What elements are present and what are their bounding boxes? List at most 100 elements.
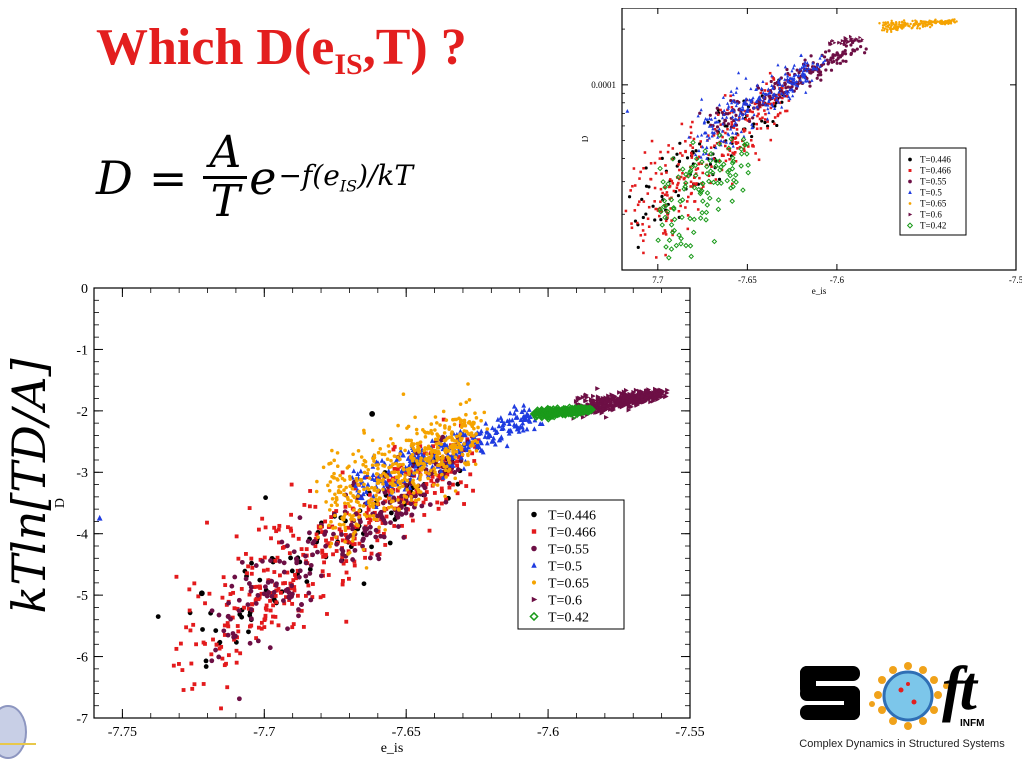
data-point xyxy=(281,560,287,566)
data-point xyxy=(435,454,439,458)
data-point xyxy=(682,177,686,181)
data-point xyxy=(315,479,319,484)
data-point xyxy=(759,97,763,102)
data-point xyxy=(735,142,738,145)
data-point xyxy=(686,214,690,217)
legend-marker xyxy=(531,596,538,603)
data-point xyxy=(691,184,698,191)
data-point xyxy=(444,497,449,502)
data-point xyxy=(450,463,456,468)
data-point xyxy=(727,172,734,179)
data-point xyxy=(734,113,738,117)
data-point xyxy=(434,442,439,446)
data-point xyxy=(713,115,717,120)
data-point xyxy=(269,578,275,584)
data-point xyxy=(689,131,693,135)
data-point xyxy=(296,536,301,541)
legend-marker xyxy=(531,545,537,552)
data-point xyxy=(700,145,703,149)
data-point xyxy=(859,45,863,49)
logo-ft-text: ft xyxy=(942,655,977,723)
data-point xyxy=(341,579,345,583)
data-point xyxy=(697,190,704,197)
data-point xyxy=(378,447,383,451)
data-point xyxy=(720,129,725,133)
data-point xyxy=(608,400,614,405)
data-point xyxy=(316,535,320,539)
data-point xyxy=(427,528,432,533)
data-point xyxy=(357,515,361,519)
data-point xyxy=(422,492,428,498)
data-point xyxy=(900,21,904,24)
data-point xyxy=(782,93,786,98)
data-point xyxy=(926,23,930,26)
data-point xyxy=(479,418,483,423)
data-point xyxy=(684,182,687,186)
data-point xyxy=(742,134,746,138)
data-point xyxy=(388,479,393,484)
data-point xyxy=(724,140,728,144)
data-point xyxy=(766,102,770,106)
data-point xyxy=(324,500,328,504)
data-point xyxy=(400,452,406,458)
data-point xyxy=(740,136,747,143)
data-point xyxy=(413,498,418,503)
data-point xyxy=(408,469,413,474)
data-point xyxy=(426,456,431,460)
data-point xyxy=(716,132,720,135)
data-point xyxy=(339,532,344,537)
data-point xyxy=(756,114,759,118)
data-point xyxy=(336,478,340,482)
data-point xyxy=(688,164,695,171)
data-point xyxy=(291,622,296,626)
data-point xyxy=(476,425,480,430)
data-point xyxy=(627,195,632,199)
data-point xyxy=(467,398,472,402)
data-point xyxy=(738,145,742,149)
data-point xyxy=(888,27,892,30)
data-point xyxy=(415,431,419,436)
data-point xyxy=(706,120,710,124)
data-point xyxy=(299,608,304,613)
data-point xyxy=(736,147,739,150)
data-point xyxy=(441,456,445,460)
data-point xyxy=(657,206,663,213)
data-point xyxy=(696,114,700,118)
data-point xyxy=(653,161,657,165)
data-point xyxy=(207,591,212,596)
data-point xyxy=(376,463,380,467)
data-point xyxy=(372,455,377,460)
data-point xyxy=(722,154,725,157)
data-point xyxy=(653,392,659,397)
data-point xyxy=(617,390,622,395)
data-point xyxy=(524,411,530,416)
data-point xyxy=(409,498,414,502)
data-point xyxy=(636,221,639,225)
data-point xyxy=(356,500,360,505)
data-point xyxy=(362,482,366,487)
data-point xyxy=(704,151,708,155)
data-point xyxy=(365,486,370,490)
data-point xyxy=(775,94,779,98)
data-point xyxy=(455,445,459,450)
data-point xyxy=(695,182,698,185)
data-point xyxy=(746,114,749,117)
data-point xyxy=(741,116,745,120)
data-point xyxy=(289,528,294,533)
data-point xyxy=(890,21,893,25)
data-point xyxy=(911,19,914,23)
data-point xyxy=(443,468,448,473)
data-point xyxy=(769,102,773,106)
data-point xyxy=(743,109,747,113)
data-point xyxy=(261,568,266,573)
data-point xyxy=(749,110,752,113)
data-point xyxy=(455,459,460,464)
data-point xyxy=(413,484,417,489)
data-point xyxy=(660,156,664,160)
data-point xyxy=(951,18,954,21)
legend-entry: T=0.65 xyxy=(920,199,947,209)
data-point xyxy=(379,473,383,478)
data-point xyxy=(902,26,905,29)
data-point xyxy=(366,468,371,472)
data-point xyxy=(291,578,296,582)
